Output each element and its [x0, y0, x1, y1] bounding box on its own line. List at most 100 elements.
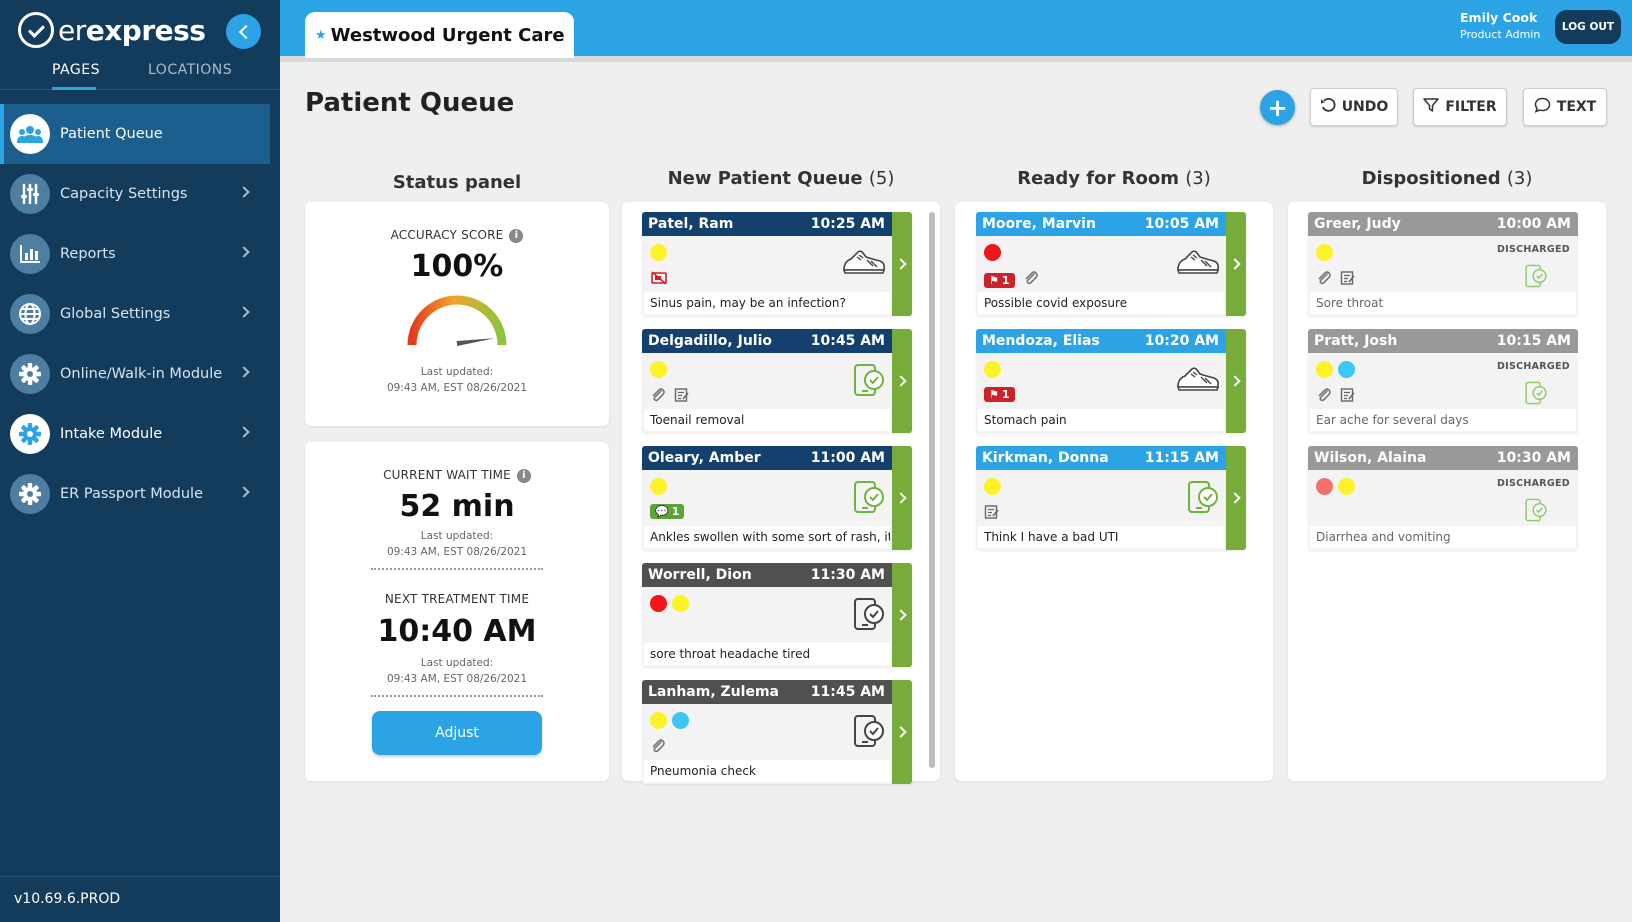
undo-button[interactable]: UNDO	[1310, 88, 1398, 126]
user-name: Emily Cook	[1460, 10, 1538, 25]
logo-text-thin: er	[58, 13, 86, 47]
form-icon[interactable]	[984, 504, 1000, 524]
next-treatment-label: NEXT TREATMENT TIME	[384, 592, 530, 606]
priority-dots	[650, 712, 689, 729]
phone-check-icon	[1524, 381, 1548, 409]
form-icon[interactable]	[1340, 387, 1356, 407]
new-queue-count: (5)	[868, 168, 895, 189]
patient-time: 10:30 AM	[1496, 450, 1571, 466]
add-patient-button[interactable]: +	[1260, 90, 1295, 125]
tab-locations[interactable]: LOCATIONS	[148, 62, 233, 78]
attachment-icon[interactable]	[1316, 387, 1332, 407]
patient-time: 10:15 AM	[1496, 333, 1571, 349]
app-logo[interactable]: erexpress	[18, 12, 206, 48]
sidebar-item-online-walk-in[interactable]: Online/Walk-in Module	[0, 344, 280, 404]
sidebar-item-global-settings[interactable]: Global Settings	[0, 284, 280, 344]
patient-name: Patel, Ram	[648, 216, 734, 232]
advance-card-button[interactable]	[892, 680, 912, 784]
patient-card[interactable]: Pratt, Josh 10:15 AM Ear ache for several …	[1308, 329, 1578, 433]
patient-name: Greer, Judy	[1314, 216, 1401, 232]
patient-card[interactable]: Wilson, Alaina 10:30 AM Diarrhea and vomit…	[1308, 446, 1578, 550]
patient-card[interactable]: Moore, Marvin 10:05 AM ⚑ 1 Possible covid ex…	[976, 212, 1246, 316]
page-title: Patient Queue	[305, 88, 515, 118]
chevron-right-icon	[1228, 258, 1241, 270]
patient-card[interactable]: Greer, Judy 10:00 AM Sore throat DISCHARGED	[1308, 212, 1578, 316]
sidebar-item-label: Reports	[60, 246, 116, 262]
advance-card-button[interactable]	[892, 446, 912, 550]
logout-button[interactable]: LOG OUT	[1555, 10, 1621, 44]
text-button[interactable]: TEXT	[1523, 88, 1607, 126]
patient-card[interactable]: Kirkman, Donna 11:15 AM Think I have a bad…	[976, 446, 1246, 550]
patient-card[interactable]: Delgadillo, Julio 10:45 AM Toenail removal	[642, 329, 912, 433]
patient-name: Moore, Marvin	[982, 216, 1096, 232]
patient-card[interactable]: Oleary, Amber 11:00 AM 💬 1 Ankles swollen wi…	[642, 446, 912, 550]
advance-card-button[interactable]	[1226, 212, 1246, 316]
sidebar-item-intake-module[interactable]: Intake Module	[0, 404, 280, 464]
sidebar-item-reports[interactable]: Reports	[0, 224, 280, 284]
flag-badge[interactable]: ⚑ 1	[984, 387, 1015, 402]
bar-chart-icon	[10, 234, 50, 274]
attachment-icon[interactable]	[1316, 270, 1332, 290]
advance-card-button[interactable]	[892, 329, 912, 433]
logo-text-bold: express	[85, 13, 206, 47]
patient-card[interactable]: Lanham, Zulema 11:45 AM Pneumonia check	[642, 680, 912, 784]
patient-time: 10:20 AM	[1144, 333, 1219, 349]
wait-time-panel: CURRENT WAIT TIME i 52 min Last updated: …	[305, 442, 609, 781]
form-icon[interactable]	[1340, 270, 1356, 290]
sliders-icon	[10, 174, 50, 214]
filter-button[interactable]: FILTER	[1413, 88, 1507, 126]
patient-reason: Ear ache for several days	[1310, 409, 1576, 431]
sidebar-item-er-passport[interactable]: ER Passport Module	[0, 464, 280, 524]
patient-time: 10:45 AM	[810, 333, 885, 349]
sidebar: erexpress PAGES LOCATIONS Patient Queue …	[0, 0, 280, 922]
tab-pages[interactable]: PAGES	[52, 62, 100, 78]
patient-card[interactable]: Mendoza, Elias 10:20 AM ⚑ 1 Stomach pain	[976, 329, 1246, 433]
card-header: Mendoza, Elias 10:20 AM	[976, 329, 1226, 353]
info-icon[interactable]: i	[509, 229, 524, 243]
chevron-right-icon	[894, 609, 907, 621]
patient-card[interactable]: Patel, Ram 10:25 AM Sinus pain, may be an …	[642, 212, 912, 316]
card-badges	[984, 504, 1000, 524]
logo-check-icon	[18, 12, 54, 48]
chevron-right-icon	[1228, 492, 1241, 504]
advance-card-button[interactable]	[1226, 329, 1246, 433]
form-icon[interactable]	[674, 387, 690, 407]
patient-card[interactable]: Worrell, Dion 11:30 AM sore throat headach…	[642, 563, 912, 667]
patient-reason: Sore throat	[1310, 292, 1576, 314]
phone-check-dark-icon	[852, 714, 886, 752]
attachment-icon[interactable]	[650, 738, 666, 758]
card-header: Kirkman, Donna 11:15 AM	[976, 446, 1226, 470]
sidebar-item-capacity-settings[interactable]: Capacity Settings	[0, 164, 280, 224]
gear-icon	[10, 474, 50, 514]
attachment-icon[interactable]	[650, 387, 666, 407]
card-header: Delgadillo, Julio 10:45 AM	[642, 329, 892, 353]
sidebar-item-label: Capacity Settings	[60, 186, 188, 202]
sidebar-nav: Patient Queue Capacity Settings Reports …	[0, 104, 280, 524]
patient-reason: Stomach pain	[978, 409, 1224, 431]
priority-dot	[672, 595, 689, 612]
info-icon[interactable]: i	[516, 469, 531, 483]
patient-reason: Sinus pain, may be an infection?	[644, 292, 890, 314]
adjust-button[interactable]: Adjust	[372, 711, 542, 755]
chevron-right-icon	[894, 492, 907, 504]
collapse-sidebar-button[interactable]	[226, 14, 261, 49]
priority-dots	[984, 361, 1001, 378]
chat-icon: 💬	[655, 505, 669, 518]
advance-card-button[interactable]	[1226, 446, 1246, 550]
location-tab[interactable]: ★ Westwood Urgent Care	[305, 12, 574, 58]
advance-card-button[interactable]	[892, 563, 912, 667]
discharged-status: DISCHARGED	[1496, 244, 1570, 255]
message-badge[interactable]: 💬 1	[650, 504, 685, 519]
phone-check-icon	[1524, 264, 1548, 292]
new-queue-scrollbar[interactable]	[929, 212, 935, 768]
priority-dot	[1338, 361, 1355, 378]
sidebar-item-patient-queue[interactable]: Patient Queue	[0, 104, 270, 164]
dispositioned-title-text: Dispositioned	[1361, 168, 1501, 189]
priority-dots	[1316, 244, 1333, 261]
patient-name: Lanham, Zulema	[648, 684, 779, 700]
priority-dot	[672, 712, 689, 729]
flag-badge[interactable]: ⚑ 1	[984, 272, 1015, 288]
attachment-icon[interactable]	[1023, 270, 1039, 290]
advance-card-button[interactable]	[892, 212, 912, 316]
chevron-right-icon	[238, 306, 250, 318]
